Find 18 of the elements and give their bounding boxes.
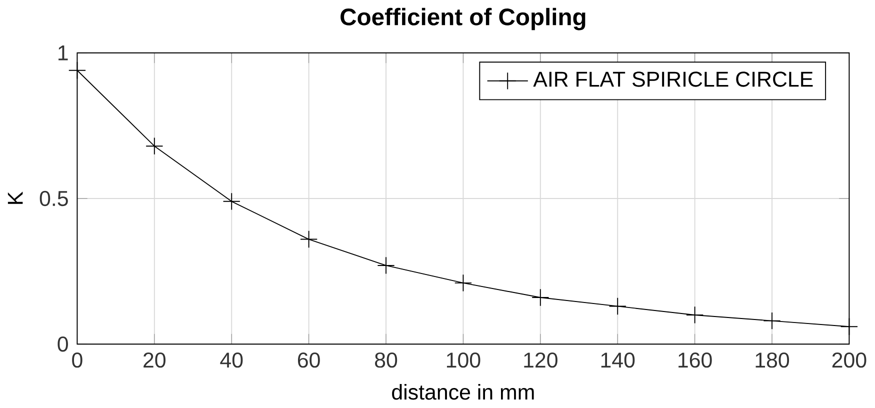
x-tick-label: 60: [298, 352, 320, 368]
x-tick-label: 140: [601, 352, 635, 368]
x-tick-label: 200: [832, 352, 866, 368]
y-tick-label: 0.5: [40, 191, 68, 206]
y-tick-label: 1: [58, 46, 68, 60]
x-tick-label: 180: [756, 352, 790, 368]
x-tick-label: 160: [678, 352, 712, 368]
y-tick-label: 0: [58, 336, 68, 352]
legend-label: AIR FLAT SPIRICLE CIRCLE: [533, 72, 813, 87]
x-tick-label: 0: [72, 352, 82, 368]
x-tick-label: 80: [375, 352, 398, 368]
chart-title: Coefficient of Copling: [340, 8, 586, 30]
x-tick-label: 40: [220, 352, 243, 368]
x-tick-label: 120: [524, 352, 558, 368]
x-axis-title: distance in mm: [392, 384, 534, 400]
x-tick-label: 20: [144, 352, 166, 368]
x-tick-label: 100: [446, 352, 480, 368]
y-axis-title: K: [8, 192, 23, 204]
